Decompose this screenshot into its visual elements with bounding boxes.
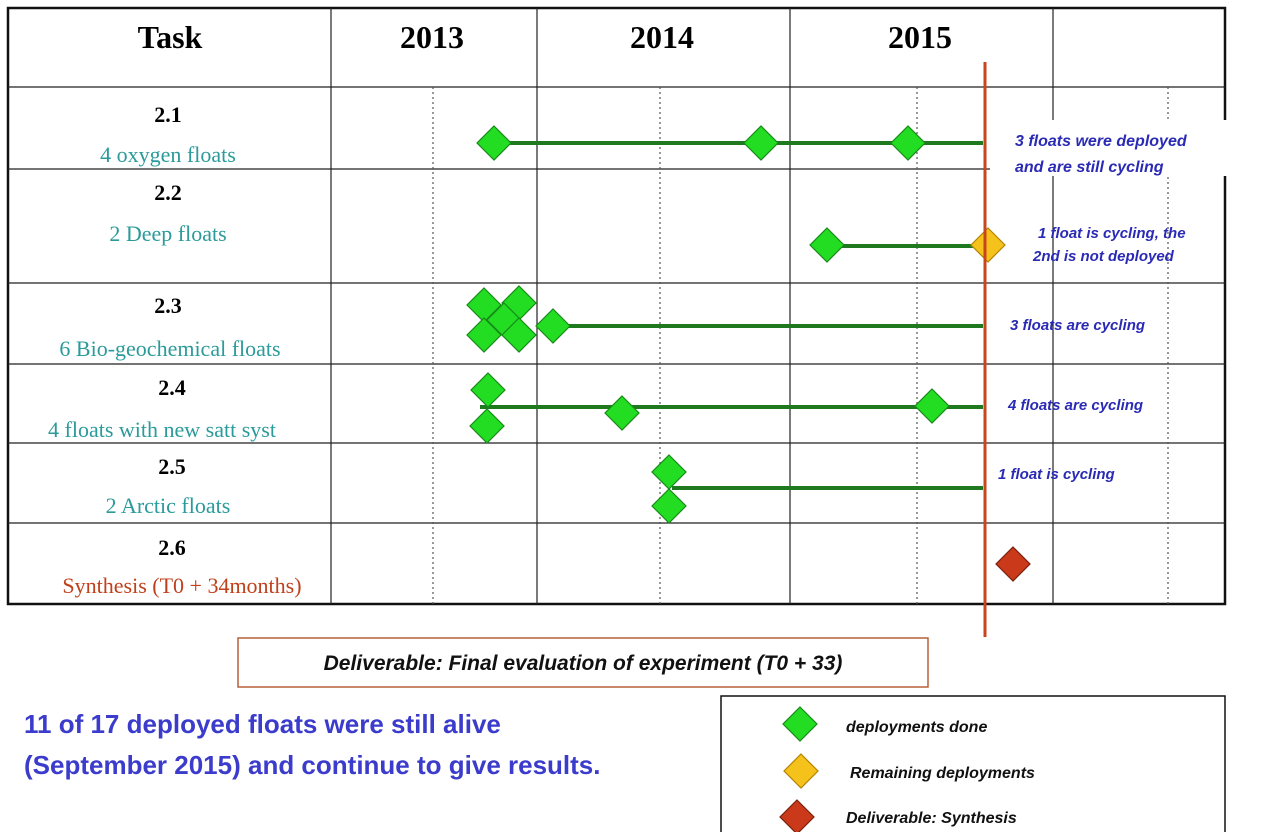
status-text: 4 floats are cycling bbox=[1007, 397, 1143, 414]
status-text: 2nd is not deployed bbox=[1032, 248, 1175, 265]
summary-text: (September 2015) and continue to give re… bbox=[24, 750, 600, 780]
table: Task 2013 2014 2015 2.1 4 oxygen floats … bbox=[6, 6, 1240, 606]
diamond bbox=[783, 753, 819, 789]
diamond bbox=[890, 125, 926, 161]
task-label: 4 floats with new satt syst bbox=[48, 417, 276, 442]
legend-label: deployments done bbox=[846, 719, 987, 736]
diamond bbox=[604, 395, 640, 431]
status-text: 1 float is cycling bbox=[998, 466, 1115, 483]
diamond bbox=[501, 317, 537, 353]
legend-label: Deliverable: Synthesis bbox=[846, 810, 1017, 827]
task-id: 2.3 bbox=[154, 293, 182, 318]
diamond bbox=[914, 388, 950, 424]
header-cell: 2013 bbox=[400, 19, 464, 55]
summary-text: 11 of 17 deployed floats were still aliv… bbox=[24, 709, 501, 739]
diamond bbox=[779, 799, 815, 832]
diamond bbox=[743, 125, 779, 161]
task-id: 2.1 bbox=[154, 102, 182, 127]
diamond bbox=[809, 227, 845, 263]
diamonds bbox=[466, 125, 1031, 582]
diamond bbox=[651, 454, 687, 490]
task-label: 2 Arctic floats bbox=[106, 493, 231, 518]
task-label: Synthesis (T0 + 34months) bbox=[62, 573, 301, 598]
diamond bbox=[535, 308, 571, 344]
task-id: 2.6 bbox=[158, 535, 186, 560]
deliverable-text: Deliverable: Final evaluation of experim… bbox=[324, 652, 843, 675]
diamond bbox=[970, 227, 1006, 263]
status-text: 3 floats were deployed bbox=[1015, 133, 1188, 150]
header-cell: 2014 bbox=[630, 19, 694, 55]
task-label: 6 Bio-geochemical floats bbox=[59, 336, 280, 361]
status-text: 1 float is cycling, the bbox=[1038, 225, 1186, 242]
header-cell: Task bbox=[138, 19, 203, 55]
task-id: 2.2 bbox=[154, 180, 182, 205]
status-backdrop bbox=[990, 120, 1240, 176]
diamond bbox=[995, 546, 1031, 582]
diamond bbox=[469, 408, 505, 444]
diamond bbox=[782, 706, 818, 742]
status-text: 3 floats are cycling bbox=[1010, 317, 1145, 334]
task-id: 2.5 bbox=[158, 454, 186, 479]
header-cell: 2015 bbox=[888, 19, 952, 55]
table-border bbox=[6, 6, 1227, 606]
legend-label: Remaining deployments bbox=[850, 765, 1035, 782]
task-label: 2 Deep floats bbox=[109, 221, 226, 246]
task-id: 2.4 bbox=[158, 375, 186, 400]
diamond bbox=[470, 372, 506, 408]
task-label: 4 oxygen floats bbox=[100, 142, 236, 167]
status-text: and are still cycling bbox=[1015, 159, 1164, 176]
legend-marks bbox=[779, 706, 819, 832]
diamond bbox=[476, 125, 512, 161]
diamond bbox=[651, 488, 687, 524]
diamond bbox=[466, 317, 502, 353]
deliverable-box bbox=[237, 637, 929, 688]
